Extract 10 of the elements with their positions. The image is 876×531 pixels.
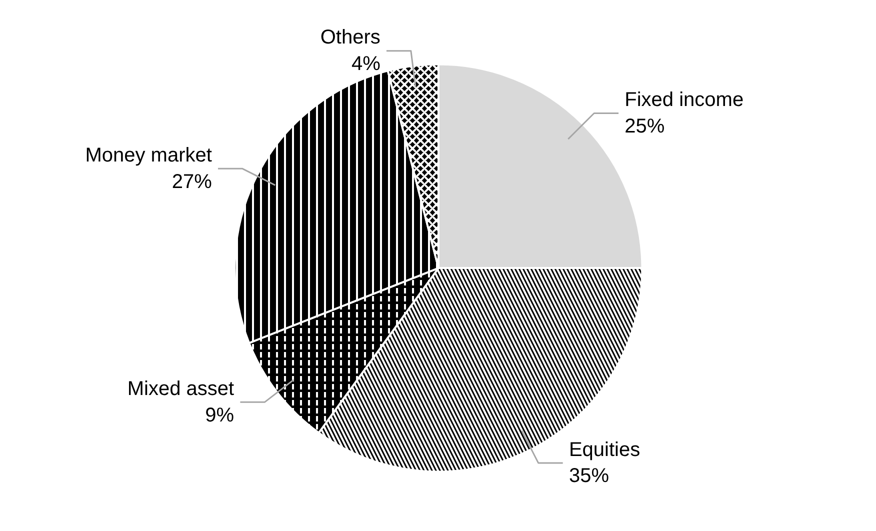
slice-label: Money market [85, 144, 212, 166]
data-label: 35% [568, 465, 610, 488]
data-label: 25% [624, 115, 665, 138]
slice-label: Fixed income [624, 89, 744, 112]
slice-label: Equities [568, 438, 640, 461]
slice-label: Others [320, 26, 380, 49]
slice-label: Mixed asset [127, 378, 235, 400]
data-label: 27% [172, 170, 212, 193]
data-label: 9% [205, 404, 234, 426]
data-label: 4% [351, 53, 381, 76]
